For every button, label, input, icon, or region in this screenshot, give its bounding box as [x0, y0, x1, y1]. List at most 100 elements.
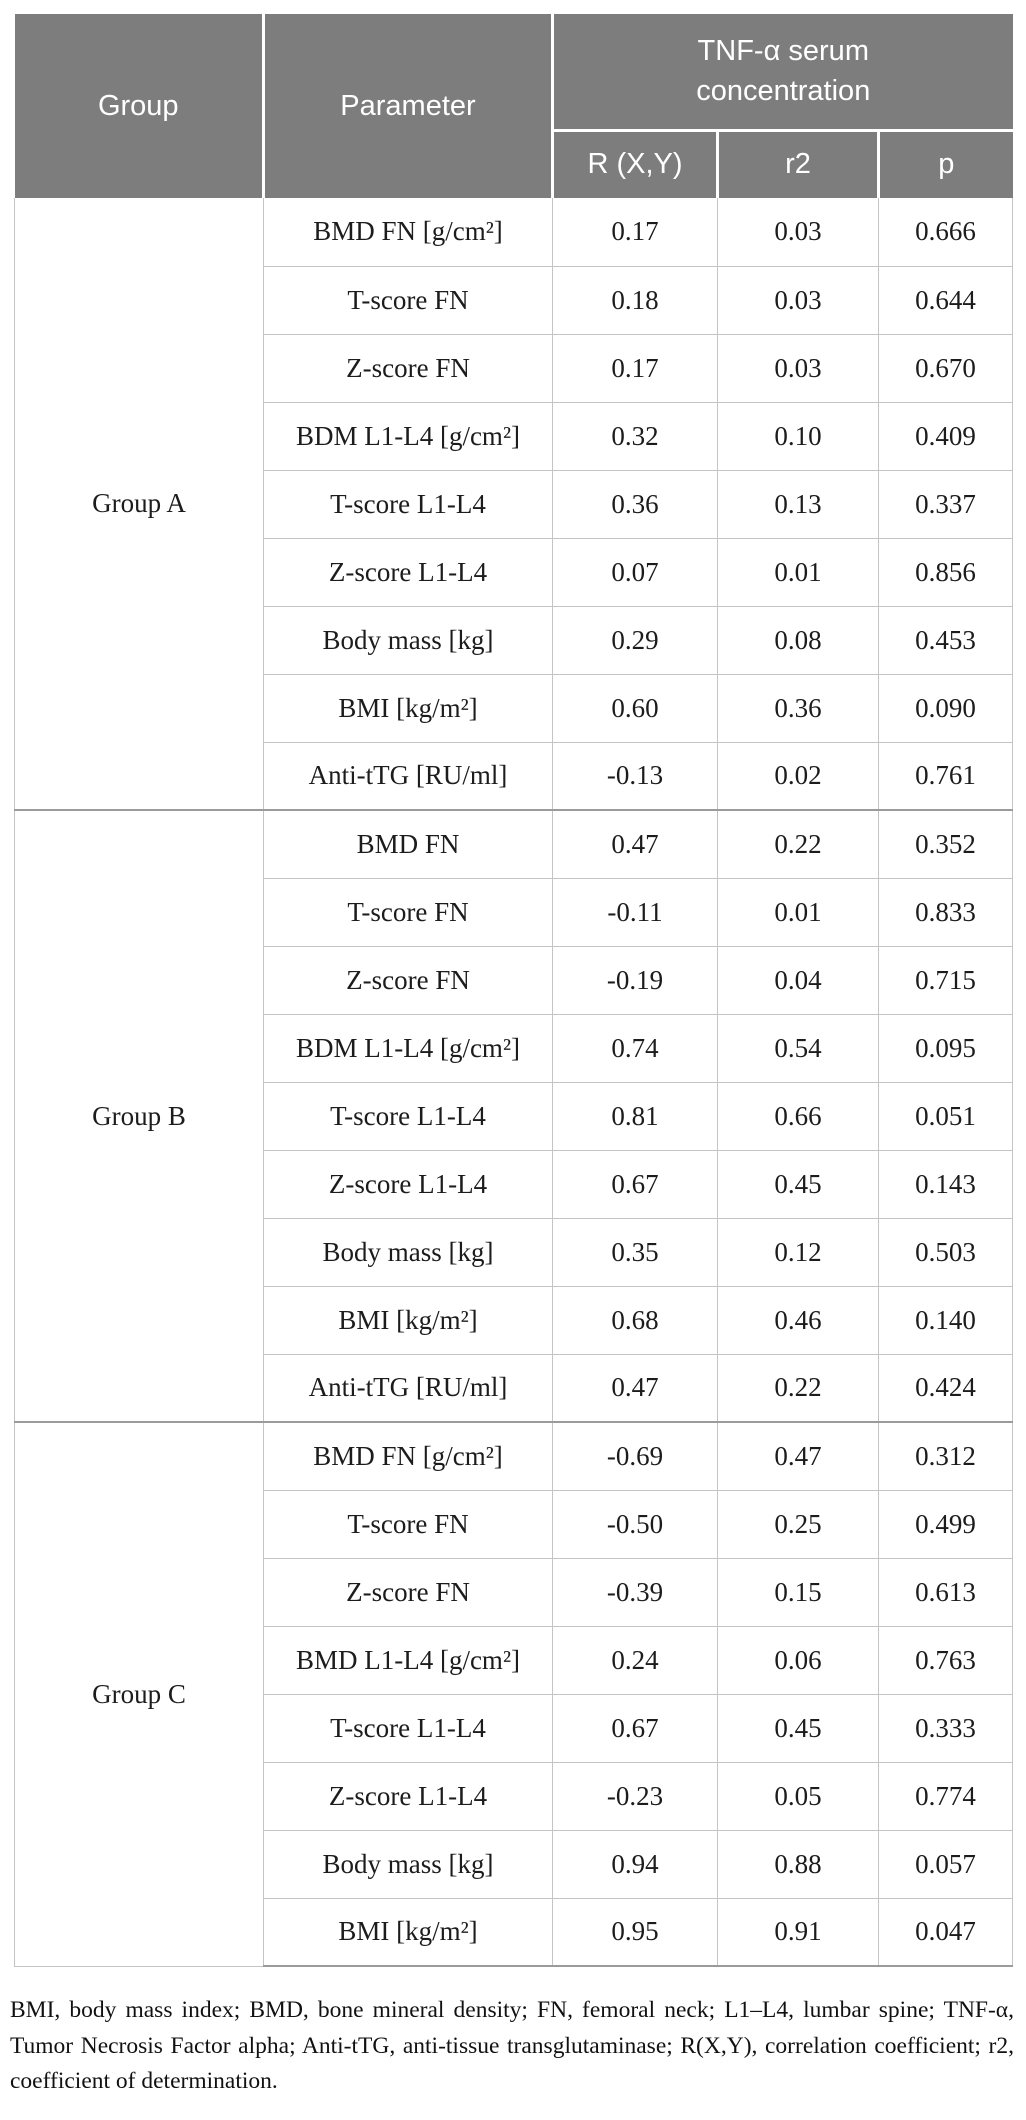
p-value-cell: 0.666: [877, 198, 1014, 267]
r-value-cell: 0.24: [552, 1625, 718, 1695]
p-value-cell: 0.761: [877, 741, 1014, 811]
table-footnote: BMI, body mass index; BMD, bone mineral …: [10, 1997, 1014, 2095]
col-header-r2: r2: [716, 130, 879, 198]
header-row-sub: R (X,Y) r2 p: [15, 130, 1013, 198]
p-value-cell: 0.095: [877, 1013, 1014, 1083]
r2-value-cell: 0.54: [717, 1013, 879, 1083]
parameter-cell: T-score L1-L4: [263, 469, 553, 539]
p-value-cell: 0.047: [877, 1897, 1014, 1967]
r-value-cell: 0.74: [552, 1013, 718, 1083]
r2-value-cell: 0.66: [717, 1081, 879, 1151]
parameter-cell: Z-score L1-L4: [263, 1761, 553, 1831]
parameter-cell: Z-score FN: [263, 945, 553, 1015]
p-value-cell: 0.856: [877, 537, 1014, 607]
table-row: BDM L1-L4 [g/cm²] 0.32 0.10 0.409: [15, 401, 1014, 471]
col-header-tnf-serum-concentration: TNF-α serum concentration: [552, 14, 1013, 132]
r2-value-cell: 0.01: [717, 877, 879, 947]
parameter-cell: Body mass [kg]: [263, 605, 553, 675]
table-row: Group C BMD FN [g/cm²] -0.69 0.47 0.312: [14, 1421, 1014, 1967]
table-row: Z-score L1-L4 -0.23 0.05 0.774: [15, 1761, 1014, 1831]
r2-value-cell: 0.45: [717, 1693, 879, 1763]
r2-value-cell: 0.15: [717, 1557, 879, 1627]
parameter-cell: BMD FN [g/cm²]: [263, 1421, 553, 1491]
table-row: T-score FN -0.50 0.25 0.499: [15, 1489, 1014, 1559]
table-row: Body mass [kg] 0.35 0.12 0.503: [15, 1217, 1014, 1287]
p-value-cell: 0.143: [877, 1149, 1014, 1219]
p-value-cell: 0.352: [877, 809, 1014, 879]
r2-value-cell: 0.03: [717, 333, 879, 403]
r2-value-cell: 0.06: [717, 1625, 879, 1695]
r2-value-cell: 0.05: [717, 1761, 879, 1831]
p-value-cell: 0.644: [877, 265, 1014, 335]
table-row: BMI [kg/m²] 0.60 0.36 0.090: [15, 673, 1014, 743]
r2-value-cell: 0.03: [717, 198, 879, 267]
col-header-p: p: [876, 130, 1013, 198]
table-row: BMD L1-L4 [g/cm²] 0.24 0.06 0.763: [15, 1625, 1014, 1695]
p-value-cell: 0.424: [877, 1353, 1014, 1423]
parameter-cell: Z-score L1-L4: [263, 537, 553, 607]
r-value-cell: 0.47: [552, 1353, 718, 1423]
p-value-cell: 0.140: [877, 1285, 1014, 1355]
parameter-cell: BMD L1-L4 [g/cm²]: [263, 1625, 553, 1695]
r-value-cell: -0.23: [552, 1761, 718, 1831]
r2-value-cell: 0.03: [717, 265, 879, 335]
r2-value-cell: 0.13: [717, 469, 879, 539]
r2-value-cell: 0.22: [717, 1353, 879, 1423]
r2-value-cell: 0.02: [717, 741, 879, 811]
table-row: T-score L1-L4 0.36 0.13 0.337: [15, 469, 1014, 539]
group-label-cell: Group A: [14, 198, 264, 811]
col-header-parameter: Parameter: [263, 14, 554, 198]
table-row: BDM L1-L4 [g/cm²] 0.74 0.54 0.095: [15, 1013, 1014, 1083]
parameter-cell: BDM L1-L4 [g/cm²]: [263, 1013, 553, 1083]
r2-value-cell: 0.91: [717, 1897, 879, 1967]
r-value-cell: -0.69: [552, 1421, 718, 1491]
table-row: Body mass [kg] 0.94 0.88 0.057: [15, 1829, 1014, 1899]
table-body: Group A BMD FN [g/cm²] 0.17 0.03 0.666 T-scor…: [14, 198, 1014, 1967]
r-value-cell: 0.68: [552, 1285, 718, 1355]
r2-value-cell: 0.12: [717, 1217, 879, 1287]
p-value-cell: 0.833: [877, 877, 1014, 947]
p-value-cell: 0.499: [877, 1489, 1014, 1559]
r-value-cell: 0.18: [552, 265, 718, 335]
r2-value-cell: 0.46: [717, 1285, 879, 1355]
p-value-cell: 0.333: [877, 1693, 1014, 1763]
group-label-cell: Group C: [14, 1421, 264, 1967]
parameter-cell: Z-score FN: [263, 1557, 553, 1627]
p-value-cell: 0.057: [877, 1829, 1014, 1899]
parameter-cell: BDM L1-L4 [g/cm²]: [263, 401, 553, 471]
table-row: Group B BMD FN 0.47 0.22 0.352: [14, 809, 1014, 1423]
r-value-cell: 0.17: [552, 198, 718, 267]
col-header-r-xy: R (X,Y): [552, 130, 718, 198]
p-value-cell: 0.337: [877, 469, 1014, 539]
header-row-top: Group Parameter TNF-α serum concentratio…: [14, 14, 1013, 198]
parameter-cell: Z-score FN: [263, 333, 553, 403]
parameter-cell: T-score FN: [263, 1489, 553, 1559]
table-header: Group Parameter TNF-α serum concentratio…: [14, 14, 1013, 198]
table-row: Z-score L1-L4 0.07 0.01 0.856: [15, 537, 1014, 607]
table-row: Body mass [kg] 0.29 0.08 0.453: [15, 605, 1014, 675]
r-value-cell: 0.32: [552, 401, 718, 471]
r2-value-cell: 0.88: [717, 1829, 879, 1899]
parameter-cell: BMI [kg/m²]: [263, 1285, 553, 1355]
r-value-cell: 0.35: [552, 1217, 718, 1287]
r-value-cell: 0.67: [552, 1693, 718, 1763]
table-row: Z-score FN 0.17 0.03 0.670: [15, 333, 1014, 403]
table-row: T-score FN -0.11 0.01 0.833: [15, 877, 1014, 947]
r-value-cell: 0.60: [552, 673, 718, 743]
r2-value-cell: 0.36: [717, 673, 879, 743]
r-value-cell: 0.17: [552, 333, 718, 403]
parameter-cell: BMI [kg/m²]: [263, 1897, 553, 1967]
parameter-cell: Z-score L1-L4: [263, 1149, 553, 1219]
p-value-cell: 0.409: [877, 401, 1014, 471]
r-value-cell: 0.67: [552, 1149, 718, 1219]
r-value-cell: 0.95: [552, 1897, 718, 1967]
r-value-cell: -0.19: [552, 945, 718, 1015]
p-value-cell: 0.774: [877, 1761, 1014, 1831]
r2-value-cell: 0.22: [717, 809, 879, 879]
p-value-cell: 0.503: [877, 1217, 1014, 1287]
p-value-cell: 0.613: [877, 1557, 1014, 1627]
r-value-cell: 0.47: [552, 809, 718, 879]
r-value-cell: -0.13: [552, 741, 718, 811]
r-value-cell: 0.36: [552, 469, 718, 539]
